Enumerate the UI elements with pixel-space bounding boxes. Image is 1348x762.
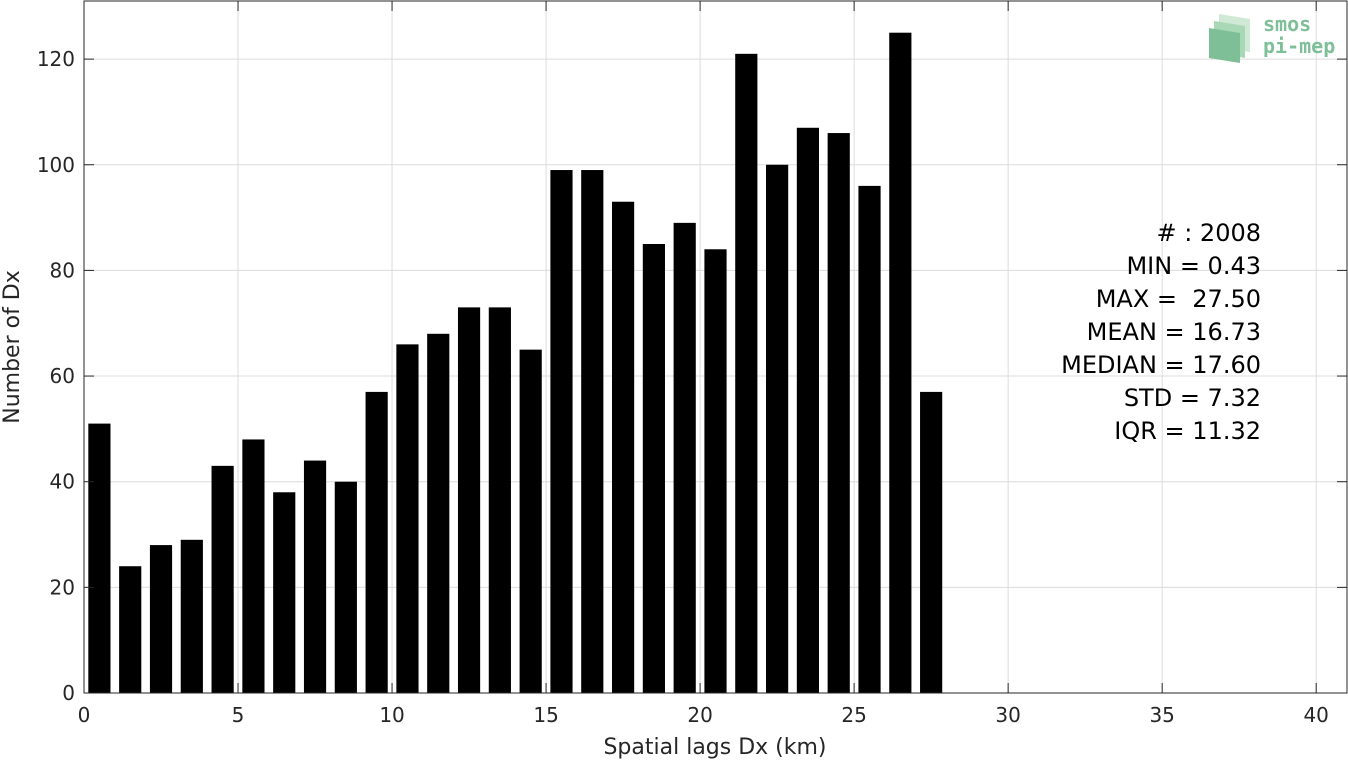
histogram-bar	[858, 185, 881, 693]
histogram-bar	[827, 133, 850, 694]
y-tick-label: 20	[50, 575, 75, 599]
stat-line: IQR = 11.32	[1114, 417, 1261, 445]
histogram-bar	[581, 170, 604, 694]
stats-annotation: # : 2008 MIN = 0.43 MAX = 27.50 MEAN = 16.7…	[1061, 219, 1261, 445]
histogram-bar	[796, 127, 820, 693]
histogram-bar	[766, 164, 789, 693]
histogram-bar	[149, 545, 173, 693]
histogram-bar	[211, 465, 234, 693]
x-tick-label: 0	[78, 703, 91, 727]
stat-line: MEAN = 16.73	[1087, 318, 1261, 346]
y-tick-label: 0	[62, 681, 75, 705]
stat-line: MIN = 0.43	[1126, 252, 1261, 280]
histogram-bar	[303, 460, 327, 693]
histogram-bar	[673, 222, 696, 693]
stat-line: MEDIAN = 17.60	[1061, 351, 1261, 379]
ticks-layer: 0 5 10 15 20 25 30 35 40 0 20 40 60 80 100 120	[37, 1, 1347, 727]
histogram-bar	[642, 243, 665, 693]
histogram-bar	[88, 423, 111, 693]
bars-layer	[88, 32, 943, 694]
smos-pi-mep-logo: smos pi-mep	[1209, 12, 1335, 63]
histogram-bar	[396, 344, 419, 693]
histogram-bar	[119, 566, 142, 693]
y-axis-label: Number of Dx	[0, 270, 25, 424]
histogram-bar	[427, 333, 450, 693]
logo-text-line1: smos	[1263, 12, 1311, 36]
x-tick-label: 15	[533, 703, 558, 727]
x-tick-label: 25	[841, 703, 866, 727]
histogram-bar	[550, 170, 573, 694]
stat-line: MAX = 27.50	[1096, 285, 1261, 313]
x-tick-label: 35	[1149, 703, 1174, 727]
histogram-bar	[889, 32, 912, 694]
histogram-bar	[704, 249, 727, 693]
histogram-bar	[273, 492, 296, 693]
stat-line: STD = 7.32	[1124, 384, 1261, 412]
x-axis-label: Spatial lags Dx (km)	[603, 735, 826, 760]
histogram-bar	[488, 307, 511, 693]
x-tick-label: 20	[687, 703, 712, 727]
histogram-bar	[365, 391, 388, 693]
logo-text-line2: pi-mep	[1263, 34, 1335, 58]
stat-line: # : 2008	[1156, 219, 1261, 247]
histogram-bar	[457, 307, 481, 693]
x-tick-label: 10	[379, 703, 404, 727]
y-tick-label: 60	[50, 364, 75, 388]
x-tick-label: 40	[1303, 703, 1328, 727]
y-tick-label: 120	[37, 47, 75, 71]
x-tick-label: 30	[995, 703, 1020, 727]
histogram-bar	[334, 481, 357, 693]
y-tick-label: 100	[37, 153, 75, 177]
histogram-bar	[242, 439, 265, 693]
y-tick-label: 80	[50, 258, 75, 282]
histogram-bar	[920, 391, 943, 693]
x-tick-label: 5	[232, 703, 245, 727]
histogram-bar	[611, 201, 635, 693]
plot-frame	[83, 0, 1348, 694]
y-tick-label: 40	[50, 470, 75, 494]
logo-emblem-icon	[1209, 14, 1250, 63]
histogram-bar	[735, 53, 758, 694]
histogram-bar	[180, 539, 203, 693]
histogram-bar	[519, 349, 542, 693]
